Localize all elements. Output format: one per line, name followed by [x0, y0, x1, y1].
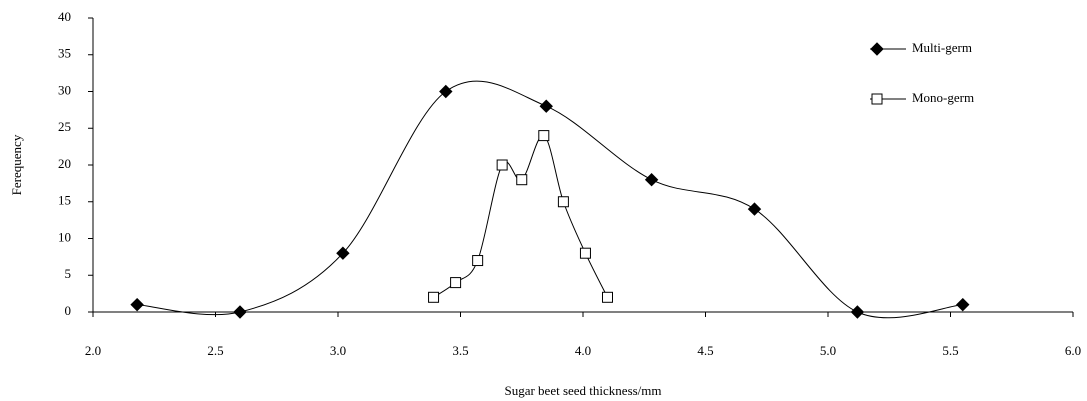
- marker: [644, 172, 659, 187]
- legend-label: Mono-germ: [912, 90, 974, 105]
- marker: [539, 99, 553, 113]
- marker: [747, 202, 762, 216]
- marker: [956, 297, 970, 312]
- legend-marker: [871, 93, 883, 105]
- x-tick-label: 4.5: [697, 343, 713, 358]
- y-axis-label: Ferequency: [9, 134, 24, 195]
- y-tick-label: 25: [58, 119, 71, 134]
- y-tick-label: 40: [58, 9, 71, 24]
- x-tick-label: 5.5: [942, 343, 958, 358]
- series-line: [433, 135, 608, 298]
- x-axis-label: Sugar beet seed thickness/mm: [504, 383, 661, 398]
- marker: [472, 255, 484, 267]
- y-tick-label: 5: [65, 266, 72, 281]
- marker: [439, 84, 453, 99]
- marker: [516, 174, 528, 186]
- y-tick-label: 20: [58, 156, 71, 171]
- marker: [336, 246, 350, 260]
- marker: [496, 159, 508, 171]
- marker: [579, 247, 591, 259]
- y-tick-label: 0: [65, 303, 72, 318]
- marker: [130, 297, 144, 312]
- marker: [557, 196, 569, 208]
- x-tick-label: 6.0: [1065, 343, 1081, 358]
- x-tick-label: 2.5: [207, 343, 223, 358]
- x-tick-label: 5.0: [820, 343, 836, 358]
- x-tick-label: 2.0: [85, 343, 101, 358]
- y-tick-label: 35: [58, 46, 71, 61]
- marker: [850, 305, 865, 319]
- y-tick-label: 15: [58, 193, 71, 208]
- x-tick-label: 3.0: [330, 343, 346, 358]
- marker: [428, 291, 440, 303]
- marker: [233, 305, 247, 319]
- y-tick-label: 30: [58, 82, 71, 97]
- y-tick-label: 10: [58, 229, 71, 244]
- series-line: [137, 80, 963, 319]
- marker: [538, 130, 550, 142]
- legend-marker: [870, 42, 884, 56]
- marker: [602, 291, 613, 303]
- legend-label: Multi-germ: [912, 40, 972, 55]
- x-tick-label: 3.5: [452, 343, 468, 358]
- x-tick-label: 4.0: [575, 343, 591, 358]
- marker: [450, 277, 462, 289]
